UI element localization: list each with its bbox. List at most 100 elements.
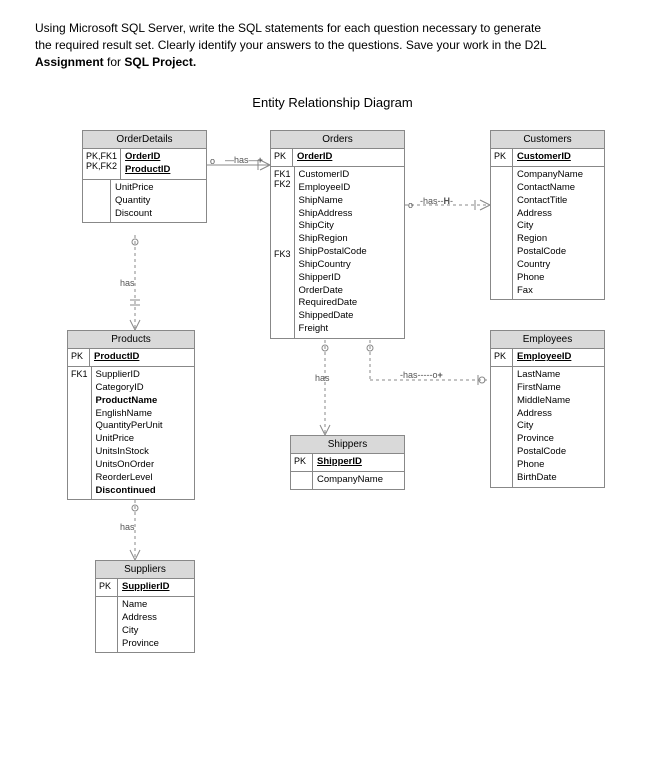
attr-province: Province	[517, 433, 570, 446]
entity-orders: Orders PK OrderID FK1 FK2 FK3 CustomerID…	[270, 130, 405, 338]
key-col-empty	[291, 472, 313, 489]
attr-productid: ProductID	[90, 349, 143, 366]
attr-col: Name Address City Province	[118, 597, 163, 652]
attr-shipcountry: ShipCountry	[299, 259, 367, 272]
entity-header-employees: Employees	[491, 331, 604, 349]
entity-products: Products PK ProductID FK1 SupplierID Cat…	[67, 330, 195, 500]
fk3-label: FK3	[274, 249, 291, 259]
attr-col: CompanyName	[313, 472, 387, 489]
attr-city: City	[517, 420, 570, 433]
rel-label-has-5: -has-----o+	[400, 370, 443, 380]
attr-shippostalcode: ShipPostalCode	[299, 246, 367, 259]
attr-employeeid: EmployeeID	[299, 182, 367, 195]
attr-companyname: CompanyName	[317, 474, 383, 487]
attr-address: Address	[517, 408, 570, 421]
entity-employees: Employees PK EmployeeID LastName FirstNa…	[490, 330, 605, 487]
pk-fk2-label: PK,FK2	[86, 161, 117, 171]
attr-reorderlevel: ReorderLevel	[96, 472, 163, 485]
attr-customerid: CustomerID	[513, 149, 575, 166]
entity-header-orderdetails: OrderDetails	[83, 131, 206, 149]
attr-productid: ProductID	[125, 164, 170, 177]
attr-city: City	[517, 220, 583, 233]
attr-province: Province	[122, 638, 159, 651]
fk1-label: FK1	[274, 169, 291, 179]
attr-unitprice: UnitPrice	[115, 182, 154, 195]
attr-unitsonorder: UnitsOnOrder	[96, 459, 163, 472]
attr-region: Region	[517, 233, 583, 246]
attr-shippeddate: ShippedDate	[299, 310, 367, 323]
key-col-empty	[96, 597, 118, 652]
instruction-text: Using Microsoft SQL Server, write the SQ…	[0, 0, 665, 80]
attr-col: OrderID ProductID	[121, 149, 174, 179]
attr-englishname: EnglishName	[96, 408, 163, 421]
attr-unitprice: UnitPrice	[96, 433, 163, 446]
fk1-label: FK1	[71, 369, 88, 379]
attr-unitsinstock: UnitsInStock	[96, 446, 163, 459]
key-col: FK1	[68, 367, 92, 499]
entity-header-customers: Customers	[491, 131, 604, 149]
rel-label-has-3: -has--H-	[420, 196, 453, 206]
svg-text:o: o	[210, 156, 215, 166]
rel-label-has-4: has	[315, 373, 330, 383]
key-col: FK1 FK2 FK3	[271, 167, 295, 338]
attr-postalcode: PostalCode	[517, 246, 583, 259]
entity-shippers: Shippers PK ShipperID CompanyName	[290, 435, 405, 490]
attr-col: UnitPrice Quantity Discount	[111, 180, 158, 222]
attr-orderid: OrderID	[125, 151, 170, 164]
attr-productname: ProductName	[96, 395, 163, 408]
key-col: PK,FK1 PK,FK2	[83, 149, 121, 179]
erd-canvas: o o —has—+ has -has--H-	[0, 130, 665, 690]
attr-shipname: ShipName	[299, 195, 367, 208]
attr-shipregion: ShipRegion	[299, 233, 367, 246]
attr-country: Country	[517, 259, 583, 272]
instr-line1: Using Microsoft SQL Server, write the SQ…	[35, 21, 541, 35]
entity-orderdetails: OrderDetails PK,FK1 PK,FK2 OrderID Produ…	[82, 130, 207, 223]
attr-customerid: CustomerID	[299, 169, 367, 182]
attr-address: Address	[122, 612, 159, 625]
rel-label-has-1: —has—+	[225, 155, 263, 165]
entity-header-shippers: Shippers	[291, 436, 404, 454]
attr-companyname: CompanyName	[517, 169, 583, 182]
attr-contactname: ContactName	[517, 182, 583, 195]
attr-requireddate: RequiredDate	[299, 297, 367, 310]
svg-text:o: o	[408, 200, 413, 210]
instr-for: for	[104, 55, 125, 69]
attr-shipperid: ShipperID	[313, 454, 366, 471]
attr-firstname: FirstName	[517, 382, 570, 395]
entity-suppliers: Suppliers PK SupplierID Name Address Cit…	[95, 560, 195, 653]
attr-supplierid: SupplierID	[118, 579, 174, 596]
attr-col: SupplierID CategoryID ProductName Englis…	[92, 367, 167, 499]
key-col-empty	[83, 180, 111, 222]
attr-col: LastName FirstName MiddleName Address Ci…	[513, 367, 574, 486]
attr-name: Name	[122, 599, 159, 612]
instr-project: SQL Project.	[124, 55, 196, 69]
attr-orderid: OrderID	[293, 149, 336, 166]
pk-label: PK	[96, 579, 118, 596]
key-col-empty	[491, 167, 513, 299]
attr-lastname: LastName	[517, 369, 570, 382]
instr-assignment: Assignment	[35, 55, 104, 69]
pk-fk1-label: PK,FK1	[86, 151, 117, 161]
attr-contacttitle: ContactTitle	[517, 195, 583, 208]
attr-discount: Discount	[115, 208, 154, 221]
attr-phone: Phone	[517, 272, 583, 285]
attr-col: CompanyName ContactName ContactTitle Add…	[513, 167, 587, 299]
attr-quantity: Quantity	[115, 195, 154, 208]
pk-label: PK	[68, 349, 90, 366]
rel-label-has-6: has	[120, 522, 135, 532]
entity-header-suppliers: Suppliers	[96, 561, 194, 579]
attr-employeeid: EmployeeID	[513, 349, 575, 366]
attr-supplierid: SupplierID	[96, 369, 163, 382]
attr-freight: Freight	[299, 323, 367, 336]
entity-header-products: Products	[68, 331, 194, 349]
attr-phone: Phone	[517, 459, 570, 472]
fk2-label: FK2	[274, 179, 291, 189]
attr-categoryid: CategoryID	[96, 382, 163, 395]
key-col-empty	[491, 367, 513, 486]
attr-shipaddress: ShipAddress	[299, 208, 367, 221]
instr-line2: the required result set. Clearly identif…	[35, 38, 547, 52]
entity-header-orders: Orders	[271, 131, 404, 149]
attr-fax: Fax	[517, 285, 583, 298]
attr-city: City	[122, 625, 159, 638]
attr-shipperid: ShipperID	[299, 272, 367, 285]
